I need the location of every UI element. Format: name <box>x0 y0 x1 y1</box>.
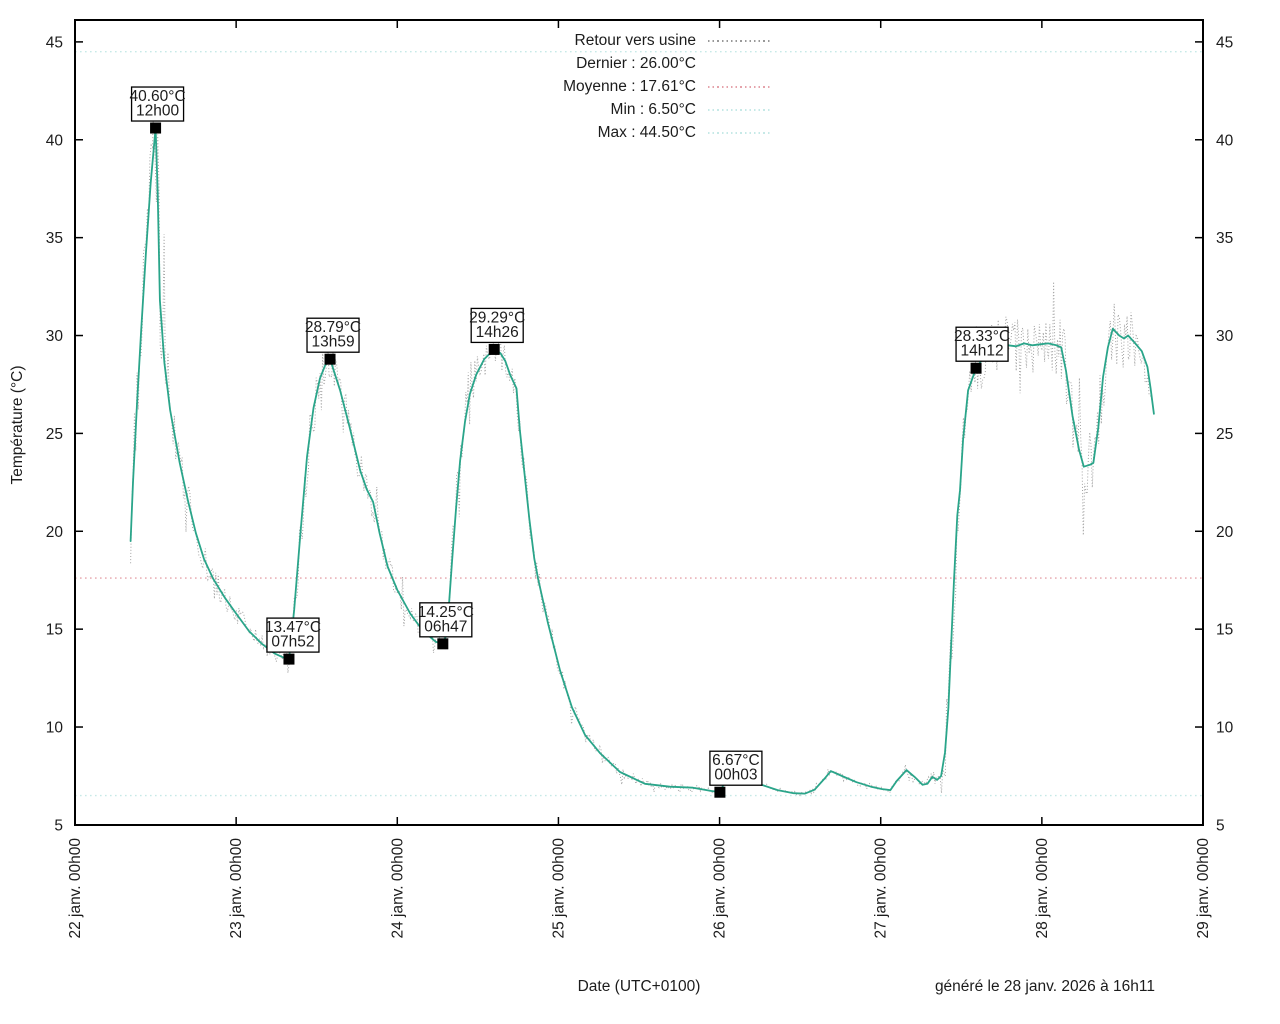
raw-series-path <box>130 96 1154 797</box>
y-tick-label-right: 35 <box>1216 230 1233 247</box>
annotation-time: 14h26 <box>476 324 519 341</box>
annotation-temp: 29.29°C <box>469 309 525 326</box>
annotation-marker <box>714 786 726 798</box>
y-tick-label-left: 25 <box>46 426 63 443</box>
y-tick-label-left: 30 <box>46 328 64 345</box>
annotation-marker <box>283 653 295 665</box>
annotation-temp: 28.33°C <box>954 328 1010 345</box>
annotation-time: 07h52 <box>271 634 314 651</box>
annotation-time: 14h12 <box>961 343 1004 360</box>
y-tick-label-right: 45 <box>1216 34 1233 51</box>
annotation-temp: 14.25°C <box>418 604 474 621</box>
legend: Retour vers usine Dernier : 26.00°C Moyenn… <box>320 29 770 144</box>
plot-area: 5 5 10 10 15 15 20 20 25 25 30 30 35 35 40 40 45 45 22 jan… <box>46 19 1234 939</box>
legend-item: Dernier : 26.00°C <box>320 52 770 75</box>
annotation-marker <box>488 343 500 355</box>
y-tick-label-right: 5 <box>1216 817 1225 834</box>
y-axis-title: Température (°C) <box>9 365 26 484</box>
y-tick-label-right: 40 <box>1216 132 1234 149</box>
x-tick-label: 26 janv. 00h00 <box>712 838 729 939</box>
y-tick-label-right: 10 <box>1216 720 1234 737</box>
y-tick-label-left: 15 <box>46 622 63 639</box>
y-tick-label-left: 5 <box>54 817 63 834</box>
y-tick-label-right: 15 <box>1216 622 1233 639</box>
x-tick-label: 27 janv. 00h00 <box>873 838 890 939</box>
y-tick-label-left: 40 <box>46 132 64 149</box>
annotation-marker <box>437 638 449 650</box>
legend-item-label: Retour vers usine <box>574 31 696 49</box>
plot-border <box>74 19 1204 826</box>
annotation-time: 00h03 <box>714 767 757 784</box>
smoothed-series-path <box>129 127 1155 795</box>
legend-item-label: Min : 6.50°C <box>610 100 696 118</box>
x-axis-title: Date (UTC+0100) <box>578 978 701 995</box>
annotation-box <box>709 750 763 786</box>
annotation-temp: 13.47°C <box>265 619 321 636</box>
annotation-time: 13h59 <box>311 334 354 351</box>
annotation-box <box>130 86 185 122</box>
annotation-temp: 28.79°C <box>305 319 361 336</box>
annotation-marker <box>970 362 982 374</box>
legend-sample-minmax-line <box>708 131 770 134</box>
x-tick-label: 29 janv. 00h00 <box>1195 838 1212 939</box>
legend-item-label: Moyenne : 17.61°C <box>563 77 696 95</box>
generated-note: généré le 28 janv. 2026 à 16h11 <box>935 978 1155 995</box>
y-tick-label-left: 20 <box>46 524 64 541</box>
annotation-time: 12h00 <box>136 103 179 120</box>
annotation-temp: 40.60°C <box>129 88 185 105</box>
annotation-box <box>266 617 320 653</box>
y-tick-label-left: 35 <box>46 230 63 247</box>
legend-sample-raw-line <box>708 39 770 42</box>
y-tick-label-left: 10 <box>46 720 64 737</box>
x-tick-label: 24 janv. 00h00 <box>389 838 406 939</box>
x-tick-label: 28 janv. 00h00 <box>1034 838 1051 939</box>
y-tick-label-right: 30 <box>1216 328 1234 345</box>
legend-item-label: Dernier : 26.00°C <box>576 54 696 72</box>
annotation-time: 06h47 <box>424 618 467 635</box>
x-tick-label: 25 janv. 00h00 <box>550 838 567 939</box>
annotation-temp: 6.67°C <box>712 752 760 769</box>
annotation-box <box>419 602 473 638</box>
annotation-box <box>955 326 1009 362</box>
annotation-marker <box>150 122 162 134</box>
annotation-marker <box>324 353 336 365</box>
x-tick-label: 23 janv. 00h00 <box>228 838 245 939</box>
legend-sample-mean-line <box>708 85 770 88</box>
annotation-box <box>306 317 360 353</box>
legend-item: Retour vers usine <box>320 29 770 52</box>
legend-item: Moyenne : 17.61°C <box>320 75 770 98</box>
annotation-box <box>470 307 524 344</box>
x-tick-label: 22 janv. 00h00 <box>67 838 84 939</box>
legend-item-label: Max : 44.50°C <box>597 123 696 141</box>
y-tick-label-left: 45 <box>46 34 63 51</box>
y-tick-label-right: 20 <box>1216 524 1234 541</box>
legend-item: Max : 44.50°C <box>320 121 770 144</box>
legend-sample-minmax-line <box>708 108 770 111</box>
legend-item: Min : 6.50°C <box>320 98 770 121</box>
y-tick-label-right: 25 <box>1216 426 1233 443</box>
